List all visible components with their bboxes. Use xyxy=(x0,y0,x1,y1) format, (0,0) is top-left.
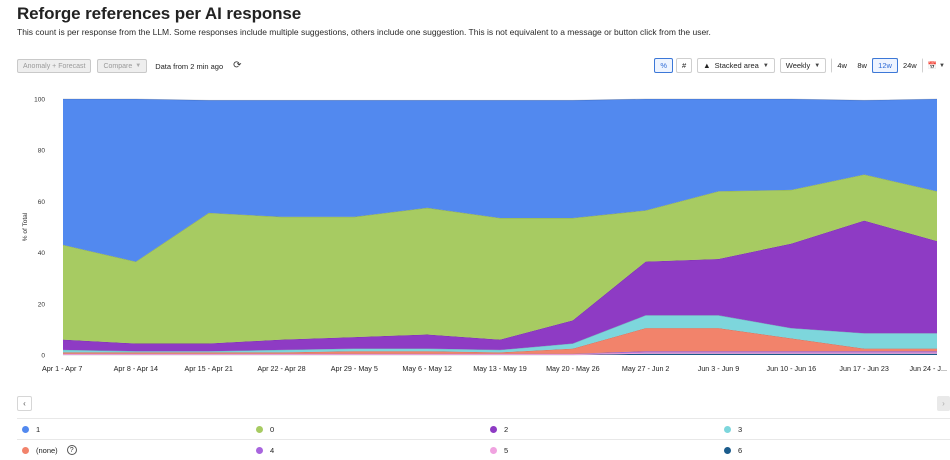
legend-label: 0 xyxy=(270,424,275,434)
area-series-1 xyxy=(63,99,937,262)
refresh-icon[interactable]: ⟳ xyxy=(233,60,242,71)
scroll-left-button[interactable]: ‹ xyxy=(17,396,32,411)
stacked-area-chart: 0 20 40 60 80 100 % of Total Apr 1 - Apr 7 Apr 8… xyxy=(22,97,947,374)
percent-toggle[interactable]: % xyxy=(654,58,673,73)
legend-row: 1 0 2 3 xyxy=(17,418,950,439)
range-button-12w[interactable]: 12w xyxy=(872,58,898,73)
legend-label: 6 xyxy=(738,445,743,455)
interval-label: Weekly xyxy=(785,61,811,70)
legend-swatch xyxy=(724,446,731,454)
help-icon[interactable]: ? xyxy=(66,445,77,455)
x-tick-label: Apr 29 - May 5 xyxy=(331,364,378,373)
x-tick-label: Apr 8 - Apr 14 xyxy=(114,364,158,373)
x-tick-label: Jun 17 - Jun 23 xyxy=(839,364,889,373)
legend-item-1[interactable]: 1 xyxy=(17,419,251,439)
compare-label: Compare xyxy=(103,62,133,70)
legend-item-none[interactable]: (none)? xyxy=(17,440,251,460)
x-tick-label: Jun 3 - Jun 9 xyxy=(698,364,740,373)
legend-label: 5 xyxy=(504,445,509,455)
y-tick-label: 100 xyxy=(34,97,45,104)
x-tick-label: Jun 24 - J... xyxy=(909,364,947,373)
legend-swatch xyxy=(22,425,29,433)
toolbar-left: Anomaly + Forecast Compare ▼ Data from 2… xyxy=(17,59,242,73)
legend-item-6[interactable]: 6 xyxy=(719,440,950,460)
legend-row: (none)? 4 5 6 xyxy=(17,439,950,460)
chart-type-label: Stacked area xyxy=(714,61,759,70)
page-title: Reforge references per AI response xyxy=(17,4,302,23)
date-picker-button[interactable]: 📅 ▼ xyxy=(922,58,950,73)
interval-select[interactable]: Weekly ▼ xyxy=(779,58,827,73)
legend-item-0[interactable]: 0 xyxy=(251,419,485,439)
area-series-2 xyxy=(63,220,937,352)
y-tick-label: 20 xyxy=(38,301,46,308)
range-group: 4w 8w 12w 24w xyxy=(831,58,923,73)
count-toggle[interactable]: # xyxy=(676,58,693,73)
area-series-none xyxy=(63,328,937,354)
legend-item-5[interactable]: 5 xyxy=(485,440,719,460)
legend-label: (none) xyxy=(36,445,58,455)
calendar-icon: 📅 xyxy=(927,61,938,70)
y-tick-label: 40 xyxy=(38,250,46,257)
x-tick-label: Apr 22 - Apr 28 xyxy=(257,364,305,373)
series-line-1 xyxy=(63,98,938,101)
x-tick-label: Apr 15 - Apr 21 xyxy=(184,364,232,373)
chart-type-select[interactable]: ▲ Stacked area ▼ xyxy=(697,58,775,73)
x-tick-label: Jun 10 - Jun 16 xyxy=(767,364,817,373)
legend-label: 2 xyxy=(504,424,509,434)
chevron-down-icon: ▼ xyxy=(135,63,142,69)
compare-button[interactable]: Compare ▼ xyxy=(97,59,148,73)
legend-swatch xyxy=(256,446,263,454)
y-tick-label: 0 xyxy=(41,353,45,360)
legend-swatch xyxy=(256,425,263,433)
range-button-24w[interactable]: 24w xyxy=(897,58,922,73)
anomaly-forecast-button[interactable]: Anomaly + Forecast xyxy=(17,59,92,73)
toolbar-right: % # ▲ Stacked area ▼ Weekly ▼ 4w 8w 12w 24w… xyxy=(654,58,950,73)
legend-item-3[interactable]: 3 xyxy=(719,419,950,439)
unit-toggle: % # xyxy=(654,58,693,73)
x-tick-label: May 27 - Jun 2 xyxy=(622,364,670,373)
legend-swatch xyxy=(490,446,497,454)
legend-item-2[interactable]: 2 xyxy=(485,419,719,439)
page-subtitle: This count is per response from the LLM.… xyxy=(17,27,711,37)
legend-item-4[interactable]: 4 xyxy=(251,440,485,460)
legend-swatch xyxy=(22,446,29,454)
legend-label: 1 xyxy=(36,424,41,434)
data-freshness: Data from 2 min ago xyxy=(155,61,224,71)
y-axis-label: % of Total xyxy=(22,212,29,241)
area-series-3 xyxy=(63,315,937,353)
legend-label: 3 xyxy=(738,424,743,434)
range-button-8w[interactable]: 8w xyxy=(852,58,873,73)
chevron-down-icon: ▼ xyxy=(814,62,821,69)
area-series-0 xyxy=(63,174,937,344)
x-tick-label: May 13 - May 19 xyxy=(473,364,527,373)
legend-swatch xyxy=(490,425,497,433)
stacked-area-icon: ▲ xyxy=(703,61,711,70)
scroll-right-button[interactable]: › xyxy=(937,396,950,411)
y-tick-label: 60 xyxy=(38,199,46,206)
area-series-4 xyxy=(63,351,937,354)
x-tick-label: Apr 1 - Apr 7 xyxy=(42,364,82,373)
range-button-4w[interactable]: 4w xyxy=(832,58,853,73)
chart-legend: 1 0 2 3 (none)? 4 5 6 xyxy=(17,418,950,460)
y-tick-label: 80 xyxy=(38,148,46,155)
legend-swatch xyxy=(724,425,731,433)
legend-label: 4 xyxy=(270,445,275,455)
chevron-down-icon: ▼ xyxy=(939,62,945,69)
chevron-down-icon: ▼ xyxy=(762,62,769,69)
x-tick-label: May 20 - May 26 xyxy=(546,364,600,373)
area-series-6 xyxy=(63,353,937,355)
x-tick-label: May 6 - May 12 xyxy=(402,364,452,373)
